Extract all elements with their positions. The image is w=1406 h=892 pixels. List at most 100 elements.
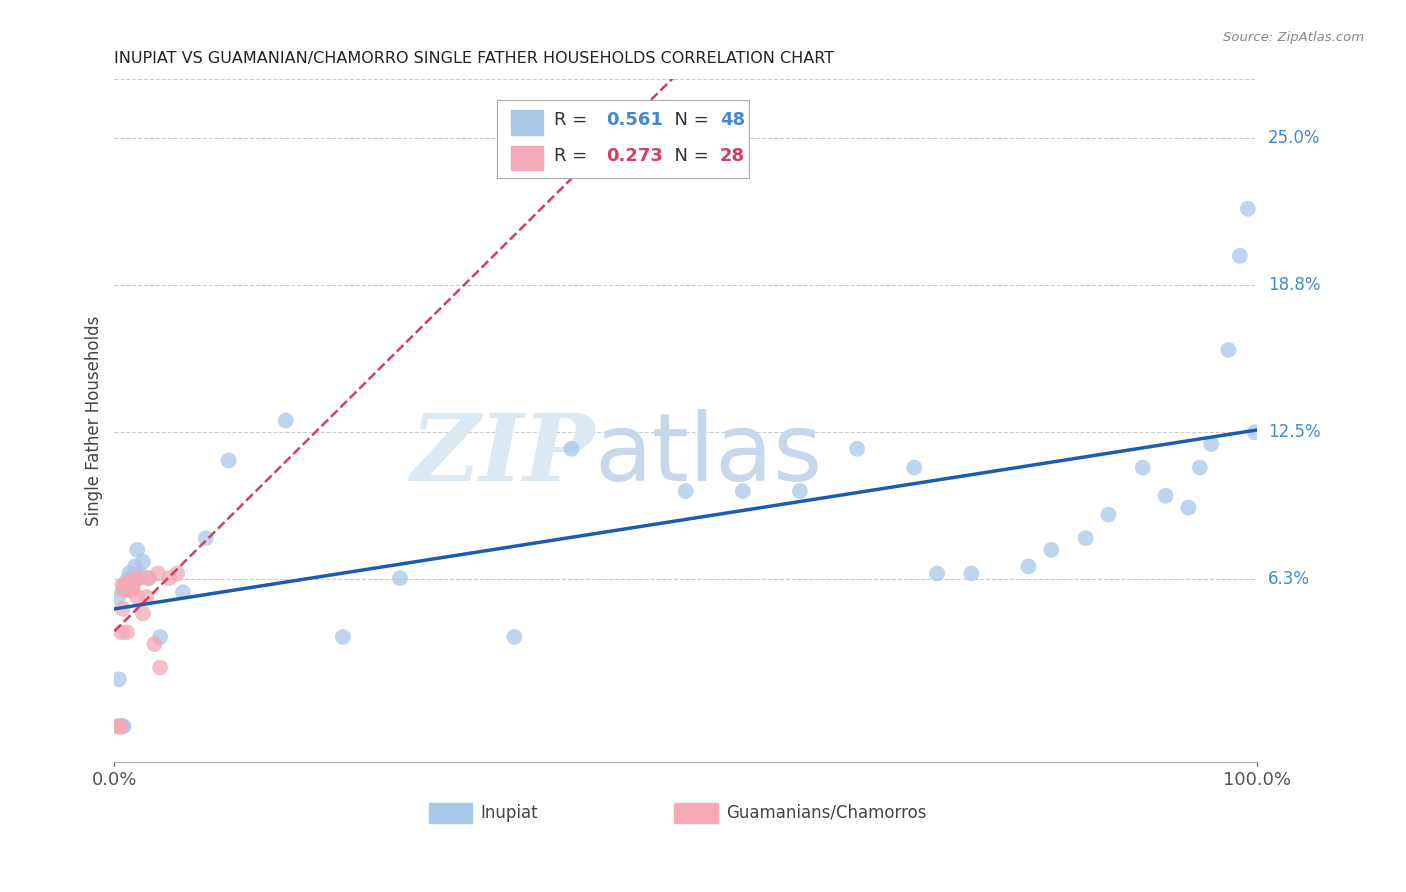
Point: [117, 578, 139, 592]
Text: 0.273: 0.273: [606, 147, 662, 165]
Point: [114, 578, 136, 592]
Point: [149, 660, 172, 674]
Point: [120, 571, 142, 585]
Text: 12.5%: 12.5%: [1268, 424, 1320, 442]
Point: [138, 571, 160, 585]
Text: atlas: atlas: [595, 409, 823, 500]
Point: [1017, 559, 1039, 574]
Point: [125, 571, 148, 585]
Point: [112, 582, 135, 597]
Point: [108, 673, 131, 687]
Text: Source: ZipAtlas.com: Source: ZipAtlas.com: [1223, 31, 1364, 45]
Bar: [675, 803, 717, 823]
Point: [107, 590, 129, 604]
Point: [560, 442, 582, 456]
Text: N =: N =: [662, 147, 714, 165]
Point: [925, 566, 948, 581]
Y-axis label: Single Father Households: Single Father Households: [86, 315, 103, 525]
Point: [138, 571, 160, 585]
Point: [108, 719, 131, 733]
Point: [274, 413, 297, 427]
Point: [120, 574, 142, 588]
Text: 25.0%: 25.0%: [1268, 129, 1320, 147]
Point: [114, 578, 136, 592]
Point: [1243, 425, 1265, 440]
Point: [1154, 489, 1177, 503]
Point: [128, 566, 150, 581]
Point: [1229, 249, 1251, 263]
Point: [117, 582, 139, 597]
Point: [111, 601, 134, 615]
Point: [166, 566, 188, 581]
Point: [114, 578, 136, 592]
Text: Guamanians/Chamorros: Guamanians/Chamorros: [725, 804, 927, 822]
Point: [1218, 343, 1240, 357]
Point: [503, 630, 526, 644]
Point: [115, 574, 138, 588]
Point: [127, 590, 149, 604]
Point: [1097, 508, 1119, 522]
Point: [107, 719, 129, 733]
Text: ZIP: ZIP: [411, 409, 595, 500]
Point: [1074, 531, 1097, 545]
Text: R =: R =: [554, 112, 593, 129]
Point: [1199, 437, 1222, 451]
Text: N =: N =: [662, 112, 714, 129]
Point: [110, 625, 132, 640]
Point: [121, 571, 143, 585]
Point: [146, 566, 169, 581]
FancyBboxPatch shape: [498, 100, 748, 178]
Point: [122, 574, 145, 588]
Point: [108, 719, 131, 733]
Point: [1236, 202, 1258, 216]
Bar: [510, 111, 543, 135]
Point: [143, 637, 166, 651]
Point: [389, 571, 412, 585]
Text: Inupiat: Inupiat: [479, 804, 537, 822]
Bar: [510, 145, 543, 170]
Point: [118, 578, 141, 592]
Point: [846, 442, 869, 456]
Point: [1188, 460, 1211, 475]
Point: [124, 559, 146, 574]
Point: [121, 582, 143, 597]
Point: [124, 574, 146, 588]
Point: [332, 630, 354, 644]
Point: [118, 566, 141, 581]
Point: [731, 484, 754, 499]
Point: [121, 582, 143, 597]
Point: [960, 566, 983, 581]
Point: [789, 484, 811, 499]
Point: [121, 578, 143, 592]
Point: [111, 719, 134, 733]
Point: [903, 460, 925, 475]
Point: [115, 625, 138, 640]
Point: [1132, 460, 1154, 475]
Bar: [429, 803, 472, 823]
Text: 28: 28: [720, 147, 745, 165]
Point: [1177, 500, 1199, 515]
Point: [172, 585, 194, 599]
Point: [128, 571, 150, 585]
Point: [114, 578, 136, 592]
Text: INUPIAT VS GUAMANIAN/CHAMORRO SINGLE FATHER HOUSEHOLDS CORRELATION CHART: INUPIAT VS GUAMANIAN/CHAMORRO SINGLE FAT…: [114, 51, 835, 66]
Point: [1040, 542, 1063, 557]
Point: [218, 453, 240, 467]
Point: [675, 484, 697, 499]
Point: [157, 571, 180, 585]
Point: [111, 578, 134, 592]
Point: [135, 590, 157, 604]
Point: [132, 607, 155, 621]
Text: 0.561: 0.561: [606, 112, 662, 129]
Point: [108, 719, 131, 733]
Point: [132, 555, 155, 569]
Point: [110, 719, 132, 733]
Text: 6.3%: 6.3%: [1268, 570, 1310, 589]
Text: 48: 48: [720, 112, 745, 129]
Text: 18.8%: 18.8%: [1268, 277, 1320, 294]
Point: [149, 630, 172, 644]
Text: R =: R =: [554, 147, 593, 165]
Point: [127, 542, 149, 557]
Point: [112, 719, 135, 733]
Point: [194, 531, 217, 545]
